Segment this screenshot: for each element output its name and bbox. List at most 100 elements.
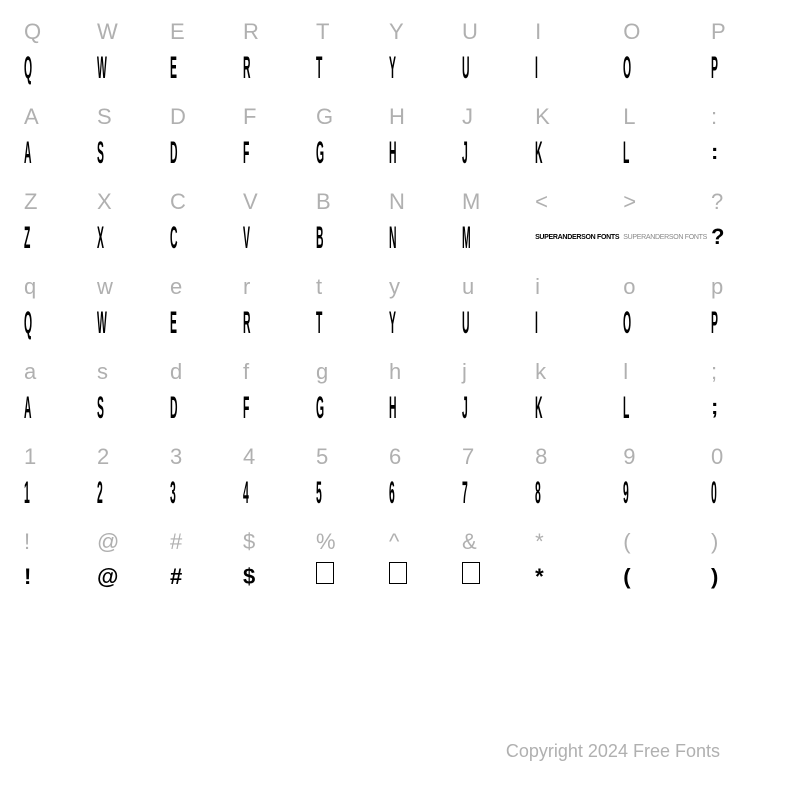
char-cell: % <box>312 520 385 605</box>
glyph: U <box>462 304 469 340</box>
glyph: : <box>711 137 718 167</box>
char-cell: BB <box>312 180 385 265</box>
copyright-text: Copyright 2024 Free Fonts <box>506 741 720 762</box>
key-label: q <box>24 273 36 301</box>
key-label: ( <box>623 528 630 556</box>
char-cell: rR <box>239 265 312 350</box>
key-label: D <box>170 103 186 131</box>
key-label: T <box>316 18 329 46</box>
char-cell: QQ <box>20 10 93 95</box>
char-cell: )) <box>707 520 780 605</box>
glyph: 5 <box>316 474 321 510</box>
glyph: 6 <box>389 474 394 510</box>
glyph: 7 <box>462 474 467 510</box>
key-label: w <box>97 273 113 301</box>
glyph: F <box>243 134 249 170</box>
glyph: 1 <box>24 474 29 510</box>
char-cell: gG <box>312 350 385 435</box>
key-label: @ <box>97 528 119 556</box>
char-cell: FF <box>239 95 312 180</box>
glyph: A <box>24 134 31 170</box>
glyph: T <box>316 304 322 340</box>
glyph: I <box>535 304 537 340</box>
char-cell: >SUPERANDERSON FONTS <box>619 180 707 265</box>
char-cell: ZZ <box>20 180 93 265</box>
key-label: N <box>389 188 405 216</box>
key-label: 1 <box>24 443 36 471</box>
key-label: P <box>711 18 726 46</box>
char-cell: GG <box>312 95 385 180</box>
glyph: T <box>316 49 322 85</box>
glyph: P <box>711 304 717 340</box>
key-label: j <box>462 358 467 386</box>
char-cell: dD <box>166 350 239 435</box>
char-cell: EE <box>166 10 239 95</box>
glyph: D <box>170 134 177 170</box>
char-cell: 55 <box>312 435 385 520</box>
glyph: R <box>243 49 250 85</box>
key-label: 9 <box>623 443 635 471</box>
glyph: H <box>389 389 396 425</box>
key-label: u <box>462 273 474 301</box>
glyph: I <box>535 49 537 85</box>
char-cell: 88 <box>531 435 619 520</box>
key-label: ^ <box>389 528 399 556</box>
char-cell: WW <box>93 10 166 95</box>
char-cell: sS <box>93 350 166 435</box>
key-label: s <box>97 358 108 386</box>
char-cell: $$ <box>239 520 312 605</box>
char-cell: 22 <box>93 435 166 520</box>
key-label: % <box>316 528 336 556</box>
key-label: ) <box>711 528 718 556</box>
key-label: 7 <box>462 443 474 471</box>
char-cell: lL <box>619 350 707 435</box>
key-label: h <box>389 358 401 386</box>
glyph: $ <box>243 562 255 592</box>
char-cell: yY <box>385 265 458 350</box>
glyph: K <box>535 389 542 425</box>
key-label: 2 <box>97 443 109 471</box>
glyph: ! <box>24 562 31 592</box>
glyph: V <box>243 219 249 255</box>
char-cell: MM <box>458 180 531 265</box>
char-cell: VV <box>239 180 312 265</box>
key-label: A <box>24 103 39 131</box>
glyph: C <box>170 219 177 255</box>
char-cell: kK <box>531 350 619 435</box>
glyph: A <box>24 389 31 425</box>
char-cell: @@ <box>93 520 166 605</box>
glyph: X <box>97 219 103 255</box>
glyph: O <box>623 304 630 340</box>
key-label: Y <box>389 18 404 46</box>
key-label: d <box>170 358 182 386</box>
glyph: F <box>243 389 249 425</box>
char-cell: ## <box>166 520 239 605</box>
glyph: W <box>97 304 106 340</box>
key-label: a <box>24 358 36 386</box>
glyph: Q <box>24 304 31 340</box>
glyph: SUPERANDERSON FONTS <box>535 222 619 252</box>
glyph: * <box>535 562 544 592</box>
key-label: i <box>535 273 540 301</box>
key-label: 5 <box>316 443 328 471</box>
key-label: > <box>623 188 636 216</box>
key-label: < <box>535 188 548 216</box>
key-label: $ <box>243 528 255 556</box>
key-label: R <box>243 18 259 46</box>
char-cell: SS <box>93 95 166 180</box>
character-map-grid: QQWWEERRTTYYUUIIOOPPAASSDDFFGGHHJJKKLL::… <box>20 10 780 605</box>
char-cell: DD <box>166 95 239 180</box>
char-cell: RR <box>239 10 312 95</box>
key-label: G <box>316 103 333 131</box>
char-cell: JJ <box>458 95 531 180</box>
char-cell: HH <box>385 95 458 180</box>
char-cell: 77 <box>458 435 531 520</box>
char-cell: jJ <box>458 350 531 435</box>
glyph: ? <box>711 222 724 252</box>
char-cell: AA <box>20 95 93 180</box>
char-cell: uU <box>458 265 531 350</box>
key-label: ? <box>711 188 723 216</box>
key-label: ; <box>711 358 717 386</box>
key-label: 3 <box>170 443 182 471</box>
key-label: 8 <box>535 443 547 471</box>
